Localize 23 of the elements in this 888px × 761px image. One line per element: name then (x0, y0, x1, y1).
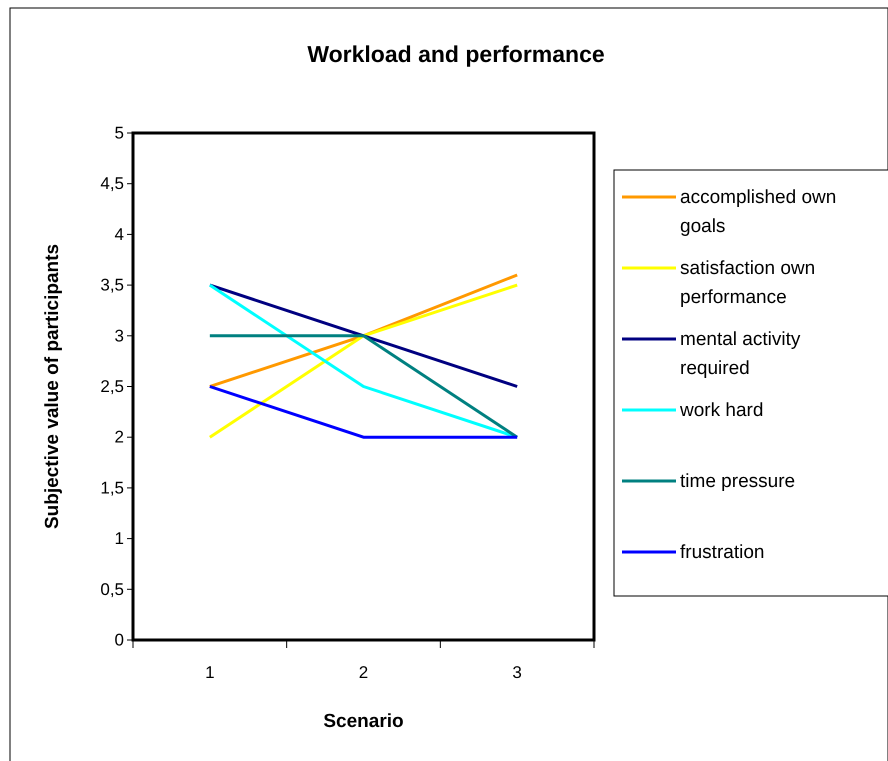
y-tick-label: 0,5 (100, 580, 124, 599)
legend-label: satisfaction own performance (680, 258, 816, 308)
x-axis-title: Scenario (323, 711, 404, 732)
y-tick-label: 0 (114, 630, 124, 650)
y-tick-label: 1 (114, 529, 124, 548)
x-tick-label: 2 (358, 663, 368, 682)
y-tick-label: 3,5 (100, 276, 124, 295)
y-tick-label: 3 (114, 326, 124, 346)
legend-label: mental activity required (680, 329, 801, 379)
x-tick-label: 1 (205, 663, 215, 682)
legend-label: work hard (679, 400, 764, 421)
legend-label: accomplished own goals (680, 187, 836, 237)
y-tick-label: 2,5 (100, 376, 124, 396)
y-tick-label: 5 (114, 123, 124, 142)
y-tick-label: 2 (114, 428, 124, 447)
y-tick-label: 4 (114, 224, 124, 244)
y-axis-title: Subjective value of participants (42, 244, 63, 530)
y-tick-label: 4,5 (100, 174, 124, 194)
x-tick-label: 3 (512, 663, 522, 682)
legend-label: time pressure (680, 471, 796, 492)
legend-label: frustration (680, 542, 764, 563)
y-tick-label: 1,5 (100, 478, 124, 498)
chart-title: Workload and performance (307, 41, 605, 67)
